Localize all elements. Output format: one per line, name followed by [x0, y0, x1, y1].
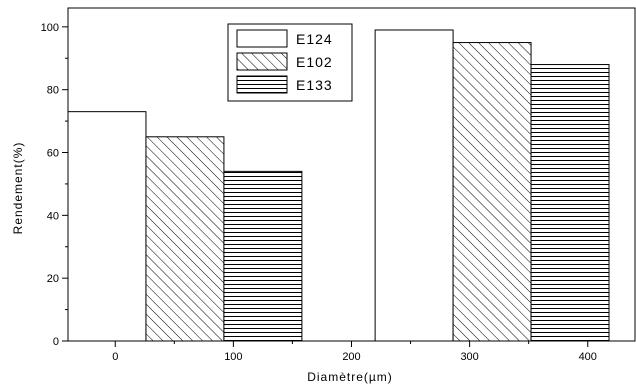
bar-e124-group-1: [67, 111, 147, 342]
legend-label-e133: E133: [296, 77, 333, 93]
y-tick-label: 20: [47, 273, 59, 285]
bar-e124-group-2: [374, 29, 454, 342]
x-tick-label: 100: [224, 351, 242, 363]
legend-swatch-e133: [236, 75, 288, 94]
y-tick-label: 40: [47, 210, 59, 222]
x-tick-label: 0: [112, 351, 118, 363]
bar-e133-group-2: [530, 64, 610, 342]
axes: 0 20 40 60 80 100 0 100 200 300 400: [41, 7, 636, 363]
bar-e133-group-1: [223, 170, 303, 342]
x-axis-title: Diamètre(µm): [307, 370, 393, 384]
legend-swatch-e102: [236, 52, 288, 71]
legend-swatch-e124: [236, 29, 288, 48]
bar-e102-group-2: [452, 42, 532, 342]
bar-e102-group-1: [145, 136, 225, 342]
y-tick-label: 80: [47, 85, 59, 97]
y-axis-title: Rendement(%): [11, 142, 25, 235]
x-tick-label: 400: [579, 351, 597, 363]
legend-label-e124: E124: [296, 31, 333, 47]
x-tick-label: 200: [342, 351, 360, 363]
y-tick-label: 100: [41, 22, 59, 34]
legend: E124 E102 E133: [227, 23, 353, 102]
bars: [67, 29, 610, 342]
y-tick-label: 0: [53, 336, 59, 348]
x-tick-label: 300: [460, 351, 478, 363]
y-tick-label: 60: [47, 148, 59, 160]
legend-label-e102: E102: [296, 54, 333, 70]
